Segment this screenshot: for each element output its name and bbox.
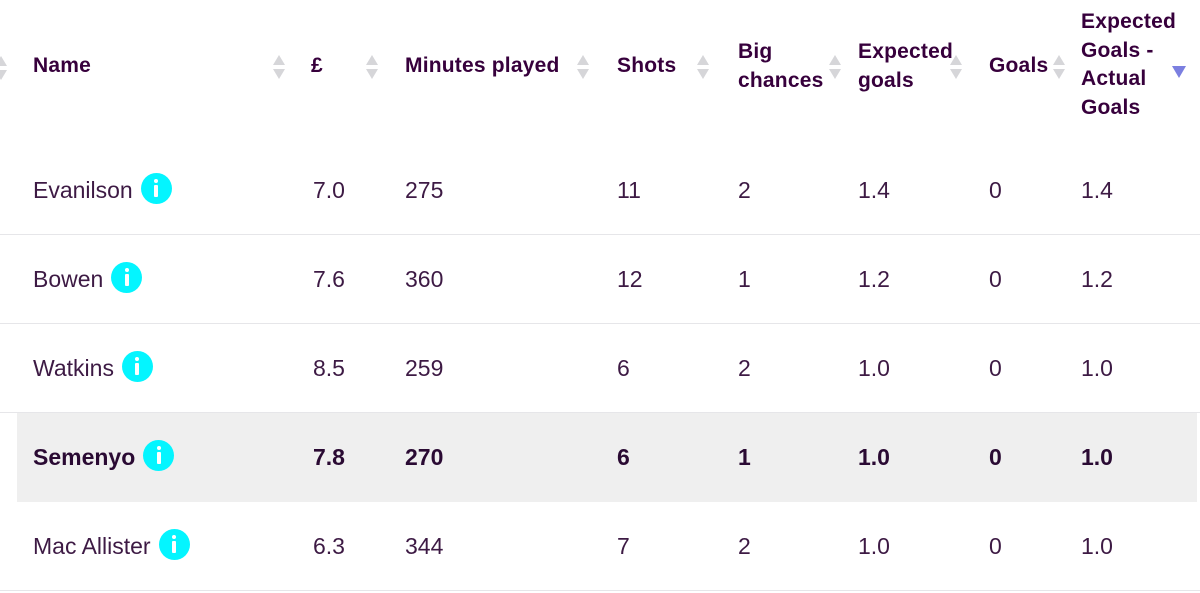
column-header-big-chances[interactable]: Big chances — [738, 38, 823, 95]
player-name-cell: Bowen — [33, 235, 143, 323]
expected-goals-cell: 1.2 — [858, 266, 890, 292]
column-header-expected-goals[interactable]: Expected goals — [858, 38, 953, 95]
sort-arrows-icon[interactable] — [0, 55, 7, 81]
row-divider — [0, 234, 1200, 235]
column-header-price[interactable]: £ — [311, 54, 323, 77]
player-name: Mac Allister — [33, 533, 151, 559]
big-chances-cell: 2 — [738, 355, 751, 381]
info-icon[interactable] — [140, 173, 172, 205]
shots-cell: 12 — [617, 266, 643, 292]
expected-goals-cell: 1.4 — [858, 177, 890, 203]
goals-cell: 0 — [989, 266, 1002, 292]
sort-arrows-icon[interactable] — [829, 54, 841, 80]
expected-goals-cell: 1.0 — [858, 533, 890, 559]
column-header-label: chances — [738, 68, 824, 92]
shots-cell: 6 — [617, 355, 630, 381]
minutes-cell: 360 — [405, 266, 444, 292]
column-header-label: Big — [738, 40, 773, 63]
xg-minus-goals-cell: 1.0 — [1081, 355, 1113, 381]
expected-goals-cell: 1.0 — [858, 444, 890, 470]
goals-cell: 0 — [989, 533, 1002, 559]
column-header-label: Goals — [1081, 95, 1141, 119]
player-name: Semenyo — [33, 444, 136, 470]
info-icon[interactable] — [158, 529, 190, 561]
column-header-goals[interactable]: Goals — [989, 54, 1049, 77]
table-row-highlighted[interactable]: Semenyo 7.8 270 6 1 1.0 0 1.0 — [0, 413, 1200, 502]
table-row[interactable]: Bowen 7.6 360 12 1 1.2 0 1.2 — [0, 235, 1200, 324]
column-header-shots[interactable]: Shots — [617, 54, 677, 77]
sort-arrows-icon[interactable] — [1053, 54, 1065, 80]
column-header-label: Goals - — [1081, 38, 1154, 62]
xg-minus-goals-cell: 1.0 — [1081, 533, 1113, 559]
sort-arrows-icon[interactable] — [273, 54, 285, 80]
player-name-cell: Watkins — [33, 324, 153, 412]
column-header-name[interactable]: Name — [33, 54, 91, 77]
info-icon[interactable] — [121, 351, 153, 383]
sort-arrows-icon[interactable] — [577, 54, 589, 80]
sort-arrows-icon[interactable] — [366, 54, 378, 80]
price-cell: 7.6 — [313, 266, 345, 292]
sort-descending-icon[interactable] — [1172, 66, 1186, 78]
player-name-cell: Mac Allister — [33, 502, 190, 590]
column-header-label: Expected — [858, 40, 953, 63]
big-chances-cell: 2 — [738, 533, 751, 559]
expected-goals-cell: 1.0 — [858, 355, 890, 381]
minutes-cell: 344 — [405, 533, 444, 559]
price-cell: 6.3 — [313, 533, 345, 559]
player-name: Evanilson — [33, 177, 133, 203]
price-cell: 8.5 — [313, 355, 345, 381]
player-name-cell: Semenyo — [33, 413, 175, 501]
info-icon[interactable] — [143, 440, 175, 472]
minutes-cell: 259 — [405, 355, 444, 381]
big-chances-cell: 1 — [738, 266, 751, 292]
row-divider — [0, 412, 1200, 413]
big-chances-cell: 2 — [738, 177, 751, 203]
goals-cell: 0 — [989, 177, 1002, 203]
price-cell: 7.8 — [313, 444, 345, 470]
shots-cell: 11 — [617, 177, 641, 203]
column-header-label: Actual — [1081, 67, 1147, 90]
table-row[interactable]: Watkins 8.5 259 6 2 1.0 0 1.0 — [0, 324, 1200, 413]
price-cell: 7.0 — [313, 177, 345, 203]
row-divider — [0, 323, 1200, 324]
column-header-xg-minus-goals[interactable]: Expected Goals - Actual Goals — [1081, 8, 1176, 122]
minutes-cell: 275 — [405, 177, 444, 203]
row-divider — [0, 590, 1200, 591]
goals-cell: 0 — [989, 355, 1002, 381]
big-chances-cell: 1 — [738, 444, 751, 470]
shots-cell: 6 — [617, 444, 630, 470]
row-highlight-background — [17, 413, 1197, 502]
goals-cell: 0 — [989, 444, 1002, 470]
shots-cell: 7 — [617, 533, 630, 559]
column-header-label: goals — [858, 68, 914, 92]
table-row[interactable]: Evanilson 7.0 275 11 2 1.4 0 1.4 — [0, 146, 1200, 235]
table-row[interactable]: Mac Allister 6.3 344 7 2 1.0 0 1.0 — [0, 502, 1200, 591]
minutes-cell: 270 — [405, 444, 444, 470]
xg-minus-goals-cell: 1.2 — [1081, 266, 1113, 292]
column-header-minutes[interactable]: Minutes played — [405, 54, 560, 77]
player-name: Watkins — [33, 355, 114, 381]
info-icon[interactable] — [111, 262, 143, 294]
sort-arrows-icon[interactable] — [950, 54, 962, 80]
xg-minus-goals-cell: 1.0 — [1081, 444, 1113, 470]
player-name-cell: Evanilson — [33, 146, 172, 234]
xg-minus-goals-cell: 1.4 — [1081, 177, 1113, 203]
column-header-label: Expected — [1081, 10, 1176, 33]
player-name: Bowen — [33, 266, 104, 292]
sort-arrows-icon[interactable] — [697, 54, 709, 80]
